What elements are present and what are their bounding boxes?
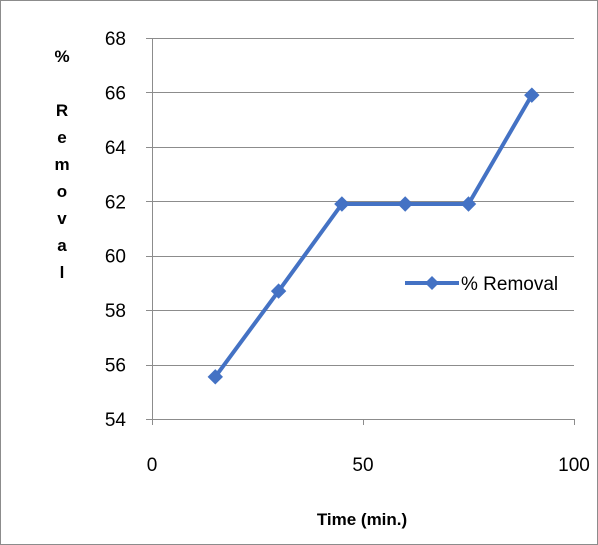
y-tick-label: 54 [105, 410, 127, 431]
y-axis-title: % Removal [54, 47, 69, 282]
data-point-marker [524, 87, 540, 103]
y-axis-title-char: l [60, 263, 65, 282]
y-tick-label: 58 [105, 301, 126, 322]
y-tick-label: 64 [105, 138, 127, 159]
data-point-marker [334, 196, 350, 212]
x-tick-label: 100 [558, 455, 590, 476]
y-axis-title-char: v [57, 209, 67, 228]
y-axis-title-char: R [56, 101, 68, 120]
legend: % Removal [405, 274, 558, 295]
y-tick-label: 62 [105, 192, 126, 213]
y-tick-labels: 54 56 58 60 62 64 66 68 [105, 29, 127, 431]
data-point-marker [397, 196, 413, 212]
x-tick-label: 50 [352, 455, 373, 476]
axes [152, 38, 575, 425]
y-tick-label: 56 [105, 356, 126, 377]
x-tick-label: 0 [147, 455, 158, 476]
y-axis-title-char: m [54, 155, 69, 174]
y-axis-title-char: a [57, 236, 67, 255]
data-point-marker [207, 369, 224, 385]
x-axis-title: Time (min.) [317, 510, 407, 529]
y-tick-label: 60 [105, 247, 126, 268]
series-line [213, 93, 534, 379]
x-tick-labels: 0 50 100 [147, 455, 590, 476]
legend-label: % Removal [461, 274, 558, 295]
y-tick-label: 68 [105, 29, 126, 50]
y-axis-title-char: % [54, 47, 69, 66]
y-axis-title-char: e [57, 128, 66, 147]
series [207, 87, 540, 385]
gridlines [146, 38, 574, 420]
data-point-marker [460, 196, 477, 212]
legend-diamond-marker [425, 276, 439, 290]
y-axis-title-char: o [57, 182, 67, 201]
y-tick-label: 66 [105, 83, 126, 104]
data-point-marker [270, 283, 287, 299]
